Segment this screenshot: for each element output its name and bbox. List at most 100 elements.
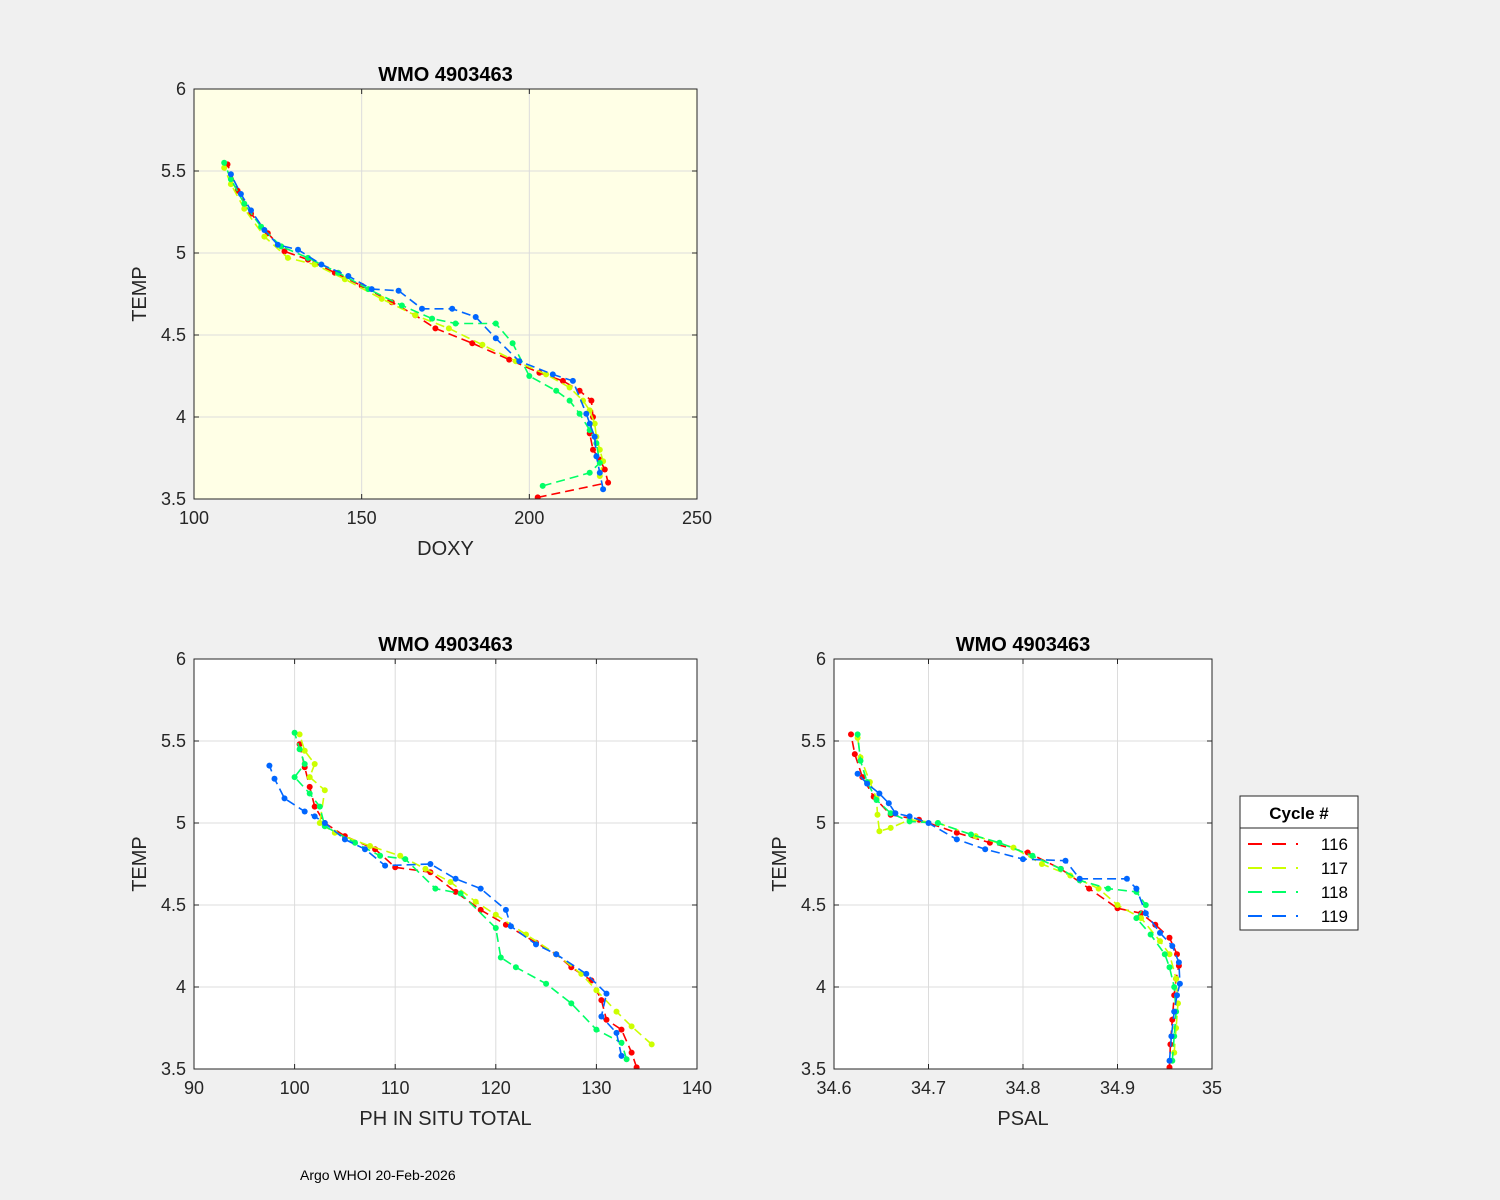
chart-title: WMO 4903463 [378, 634, 513, 656]
data-point-119 [1123, 875, 1130, 882]
data-point-118 [553, 387, 560, 394]
data-point-119 [345, 273, 352, 279]
data-point-118 [934, 820, 941, 826]
data-point-118 [623, 1056, 630, 1063]
data-point-116 [851, 751, 858, 758]
series-line-117 [223, 167, 604, 477]
data-point-118 [492, 320, 499, 327]
data-point-117 [1114, 902, 1121, 908]
data-point-118 [377, 852, 384, 859]
data-point-117 [1166, 951, 1173, 958]
y-tick-label: 3.5 [161, 1059, 186, 1079]
data-point-117 [1173, 975, 1180, 982]
data-point-117 [1138, 915, 1145, 922]
data-point-117 [261, 233, 268, 240]
ph-temp-plot: 90 100 110 120 130 140 3.5 4 4.5 5 5.5 6 WMO 4903463… [129, 634, 712, 1130]
data-point-118 [241, 200, 248, 207]
data-point-119 [1142, 910, 1149, 917]
doxy-temp-plot: 100 150 200 250 3.5 4 4.5 5 5.5 6 WMO 4903463 DOXY T… [129, 64, 712, 560]
data-point-119 [1076, 875, 1083, 882]
data-point-119 [368, 286, 375, 293]
y-tick-label: 6 [816, 649, 826, 669]
data-point-118 [593, 1026, 600, 1033]
cycle-legend: Cycle # 116 117 118 119 [1239, 795, 1359, 931]
data-point-119 [1062, 857, 1069, 864]
data-point-117 [887, 824, 894, 831]
data-point-117 [367, 843, 373, 849]
data-point-119 [583, 970, 590, 977]
series-line-116 [850, 734, 1180, 1068]
data-point-117 [221, 164, 228, 171]
footer-credit: Argo WHOI 20-Feb-2026 [300, 1167, 456, 1183]
data-point-119 [596, 469, 603, 476]
data-point-116 [311, 803, 318, 810]
x-tick-label: 35 [1202, 1078, 1222, 1098]
x-tick-label: 34.8 [1005, 1078, 1040, 1098]
data-point-119 [864, 780, 871, 787]
data-point-116 [605, 479, 612, 486]
data-point-118 [576, 410, 583, 417]
data-point-118 [432, 885, 439, 892]
data-point-116 [477, 906, 484, 913]
data-point-118 [968, 831, 974, 838]
x-tick-label: 100 [280, 1078, 310, 1098]
data-point-119 [227, 171, 234, 178]
series-line-117 [298, 734, 653, 1045]
data-point-118 [1161, 951, 1168, 958]
data-point-118 [457, 890, 464, 897]
data-point-118 [1057, 865, 1064, 872]
data-point-117 [311, 261, 318, 268]
data-point-118 [429, 315, 436, 322]
data-point-119 [341, 836, 348, 843]
series-group [266, 729, 655, 1069]
data-point-119 [1020, 856, 1026, 863]
data-point-117 [412, 312, 419, 319]
axes-box [193, 658, 698, 1070]
data-point-118 [1147, 931, 1154, 938]
data-point-119 [318, 261, 325, 268]
data-point-117 [316, 820, 323, 826]
data-point-119 [507, 923, 514, 930]
y-tick-label: 6 [176, 79, 186, 99]
data-point-118 [352, 839, 358, 846]
data-point-118 [618, 1039, 625, 1046]
legend-label-118: 118 [1321, 883, 1348, 902]
data-point-119 [854, 770, 861, 777]
data-point-117 [1038, 861, 1045, 867]
data-point-118 [402, 856, 409, 863]
data-point-119 [569, 377, 576, 384]
data-point-116 [601, 466, 608, 473]
data-point-118 [291, 729, 298, 736]
data-point-116 [1166, 1064, 1173, 1069]
data-point-118 [873, 797, 880, 803]
legend-title: Cycle # [1269, 804, 1329, 823]
data-point-117 [472, 898, 479, 905]
data-point-117 [648, 1041, 655, 1048]
data-point-119 [281, 795, 288, 802]
data-point-116 [432, 325, 439, 332]
data-point-119 [516, 358, 523, 365]
y-tick-label: 4.5 [801, 895, 826, 915]
data-point-119 [321, 820, 328, 826]
data-point-116 [598, 997, 605, 1004]
data-point-118 [887, 810, 894, 817]
legend-label-117: 117 [1321, 859, 1348, 878]
data-point-117 [593, 987, 600, 994]
x-tick-label: 130 [581, 1078, 611, 1098]
data-point-119 [1169, 943, 1176, 949]
data-point-119 [274, 241, 281, 248]
data-point-117 [876, 828, 883, 835]
data-point-119 [1133, 885, 1140, 892]
y-axis-label: TEMP [129, 266, 151, 322]
x-axis-label: DOXY [417, 538, 474, 560]
data-point-118 [221, 159, 228, 166]
data-point-118 [316, 803, 323, 810]
data-point-119 [492, 335, 499, 342]
data-point-118 [398, 302, 405, 309]
data-point-116 [1166, 934, 1173, 941]
x-tick-label: 34.9 [1100, 1078, 1135, 1098]
data-point-118 [1171, 984, 1178, 990]
data-point-116 [559, 377, 566, 384]
data-point-119 [1171, 1008, 1178, 1015]
data-point-117 [566, 384, 573, 391]
